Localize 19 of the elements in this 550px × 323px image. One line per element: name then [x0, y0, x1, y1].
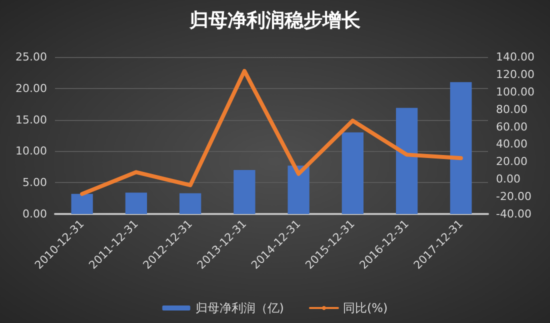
y2-tick-label: 0.00 — [496, 172, 520, 186]
chart-title: 归母净利润稳步增长 — [188, 10, 362, 32]
y2-tick-label: 100.00 — [496, 85, 534, 98]
y-tick-label: 5.00 — [22, 176, 47, 190]
y-tick-label: 15.00 — [16, 113, 47, 126]
y2-tick-label: 40.00 — [496, 138, 528, 151]
y-tick-label: 20.00 — [16, 82, 47, 95]
y-tick-label: 0.00 — [22, 208, 47, 220]
y2-tick-label: 20.00 — [496, 155, 528, 168]
y2-tick-label: 120.00 — [496, 68, 534, 81]
y2-tick-label: 140.00 — [496, 50, 534, 64]
y2-tick-label: 80.00 — [496, 102, 528, 116]
legend-label: 归母净利润（亿) — [195, 301, 284, 315]
y2-tick-label: 60.00 — [496, 120, 528, 134]
y-tick-label: 25.00 — [16, 50, 47, 64]
y2-tick-label: -40.00 — [496, 208, 532, 220]
y-tick-label: 10.00 — [16, 144, 47, 158]
legend-label: 同比(%) — [342, 301, 388, 315]
y2-tick-label: -20.00 — [496, 190, 532, 204]
